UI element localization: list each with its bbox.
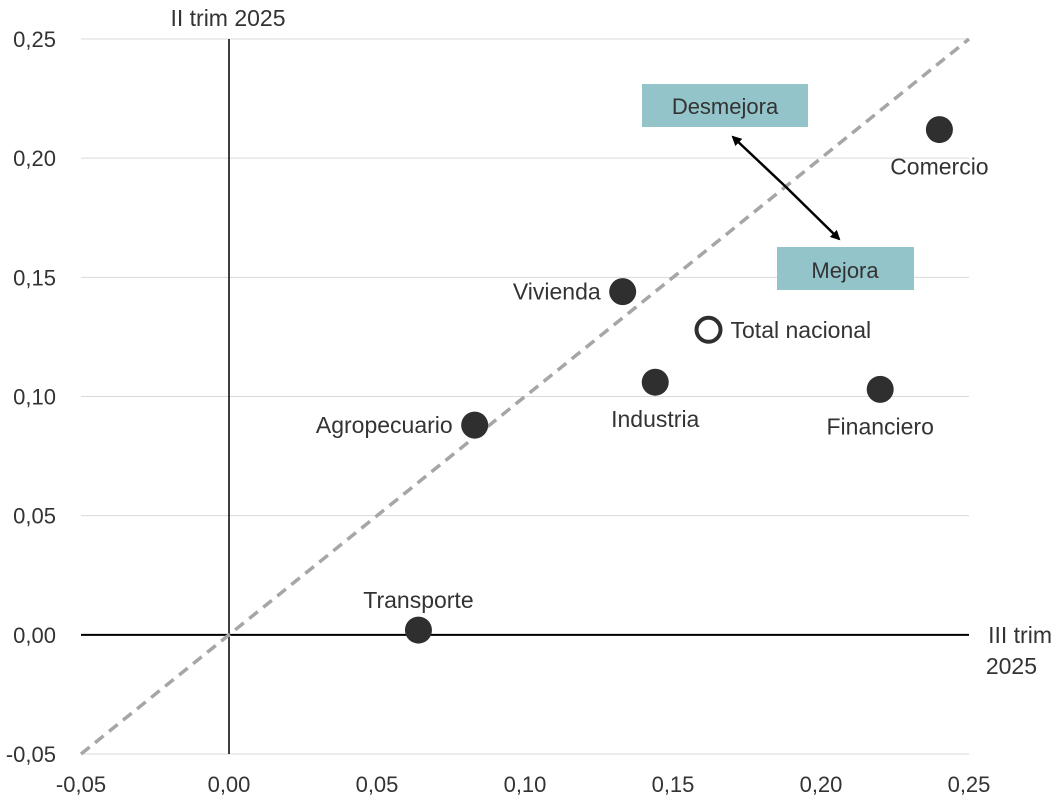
x-axis-title-line2: 2025 xyxy=(986,653,1037,679)
label-comercio: Comercio xyxy=(890,154,988,180)
arrow-to-desmejora xyxy=(731,135,787,188)
point-industria xyxy=(641,368,669,396)
y-tick-label: 0,00 xyxy=(13,623,56,648)
point-total-nacional xyxy=(694,315,723,344)
y-tick-label: -0,05 xyxy=(6,742,56,767)
label-total-nacional: Total nacional xyxy=(731,317,872,343)
label-financiero: Financiero xyxy=(827,413,934,439)
x-tick-label: 0,10 xyxy=(504,772,547,797)
point-transporte xyxy=(404,616,432,644)
label-transporte: Transporte xyxy=(363,587,473,613)
point-vivienda xyxy=(609,278,637,306)
y-axis-title: II trim 2025 xyxy=(170,5,285,31)
annotations: Desmejora Mejora xyxy=(642,84,914,290)
y-tick-label: 0,25 xyxy=(13,27,56,52)
mejora-label: Mejora xyxy=(811,258,879,283)
label-industria: Industria xyxy=(611,406,699,432)
point-labels: Comercio Vivienda Total nacional Industria F… xyxy=(316,154,989,613)
data-points xyxy=(404,116,953,644)
x-tick-label: 0,00 xyxy=(208,772,251,797)
x-tick-label: -0,05 xyxy=(56,772,106,797)
label-vivienda: Vivienda xyxy=(513,279,601,305)
label-agropecuario: Agropecuario xyxy=(316,412,453,438)
point-agropecuario xyxy=(461,411,489,439)
point-comercio xyxy=(925,116,953,144)
x-tick-label: 0,25 xyxy=(948,772,991,797)
x-tick-label: 0,15 xyxy=(652,772,695,797)
x-axis-title-line1: III trim xyxy=(988,622,1052,648)
x-tick-label: 0,20 xyxy=(800,772,843,797)
y-tick-label: 0,10 xyxy=(13,385,56,410)
y-tick-label: 0,05 xyxy=(13,504,56,529)
mejora-box xyxy=(777,247,914,290)
desmejora-label: Desmejora xyxy=(672,94,779,119)
desmejora-box xyxy=(642,84,808,127)
y-tick-label: 0,20 xyxy=(13,146,56,171)
arrow-to-mejora xyxy=(785,186,841,241)
point-financiero xyxy=(866,375,894,403)
y-tick-label: 0,15 xyxy=(13,265,56,290)
reference-line xyxy=(79,37,971,756)
tick-labels: -0,05 0,00 0,05 0,10 0,15 0,20 0,25 -0,05 0,00 0,… xyxy=(6,27,991,797)
x-tick-label: 0,05 xyxy=(356,772,399,797)
axis-titles: II trim 2025 III trim 2025 xyxy=(170,5,1052,679)
